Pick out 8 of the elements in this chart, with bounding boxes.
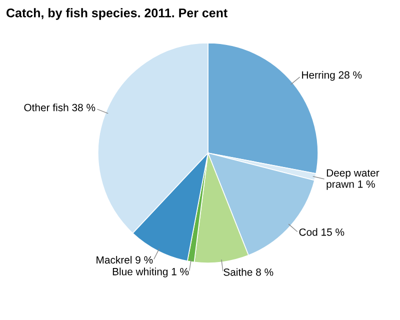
slice-label: Deep water prawn 1 %	[326, 169, 380, 190]
slice-label: Other fish 38 %	[24, 104, 96, 112]
slice-label: Saithe 8 %	[224, 268, 274, 276]
slice-label: Cod 15 %	[299, 228, 344, 236]
slice-label: Herring 28 %	[302, 71, 362, 81]
slice-label: Mackrel 9 %	[96, 256, 153, 264]
chart-title: Catch, by fish species. 2011. Per cent	[6, 8, 228, 20]
slice-label: Blue whiting 1 %	[112, 268, 189, 278]
